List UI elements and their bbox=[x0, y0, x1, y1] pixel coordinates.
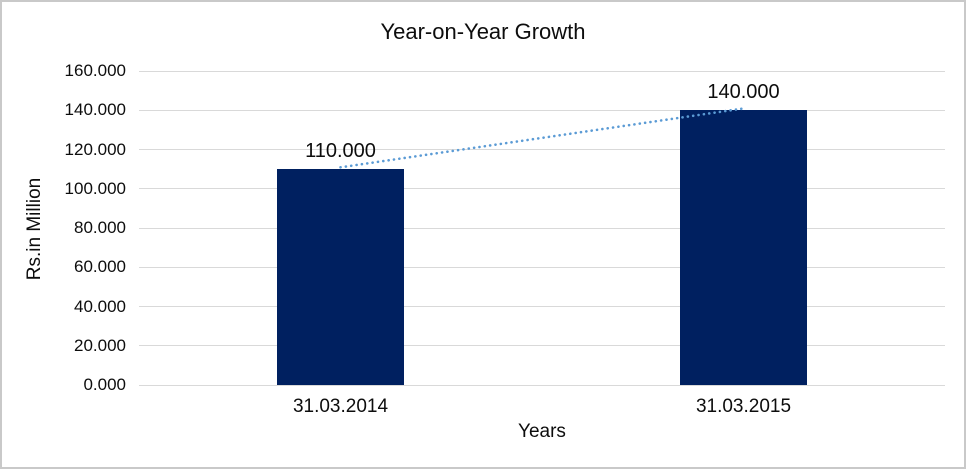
x-category-label: 31.03.2014 bbox=[292, 396, 389, 417]
gridline bbox=[139, 384, 945, 386]
gridline bbox=[139, 70, 945, 72]
chart-title: Year-on-Year Growth bbox=[380, 19, 586, 44]
bar-value-label: 110.000 bbox=[305, 140, 376, 163]
y-tick-label: 0.000 bbox=[83, 375, 126, 394]
y-tick-label: 120.000 bbox=[64, 139, 126, 159]
y-tick-label: 100.000 bbox=[64, 178, 126, 198]
gridline bbox=[139, 188, 945, 190]
y-tick-label: 140.000 bbox=[64, 100, 126, 120]
gridline bbox=[139, 227, 945, 229]
y-tick-label: 160.000 bbox=[64, 61, 126, 80]
y-tick-label: 80.000 bbox=[74, 218, 126, 237]
gridline bbox=[139, 306, 945, 307]
bar-value-label: 140.000 bbox=[707, 81, 780, 104]
gridline bbox=[139, 345, 945, 347]
bar bbox=[680, 110, 807, 385]
gridline bbox=[139, 109, 945, 111]
y-tick-label: 40.000 bbox=[74, 296, 126, 316]
bar bbox=[277, 169, 404, 385]
x-axis-title: Years bbox=[518, 421, 566, 442]
y-tick-label: 60.000 bbox=[74, 257, 126, 277]
x-category-label: 31.03.2015 bbox=[695, 396, 792, 417]
gridline bbox=[139, 149, 945, 150]
y-tick-label: 20.000 bbox=[74, 335, 126, 355]
gridline bbox=[139, 266, 945, 268]
